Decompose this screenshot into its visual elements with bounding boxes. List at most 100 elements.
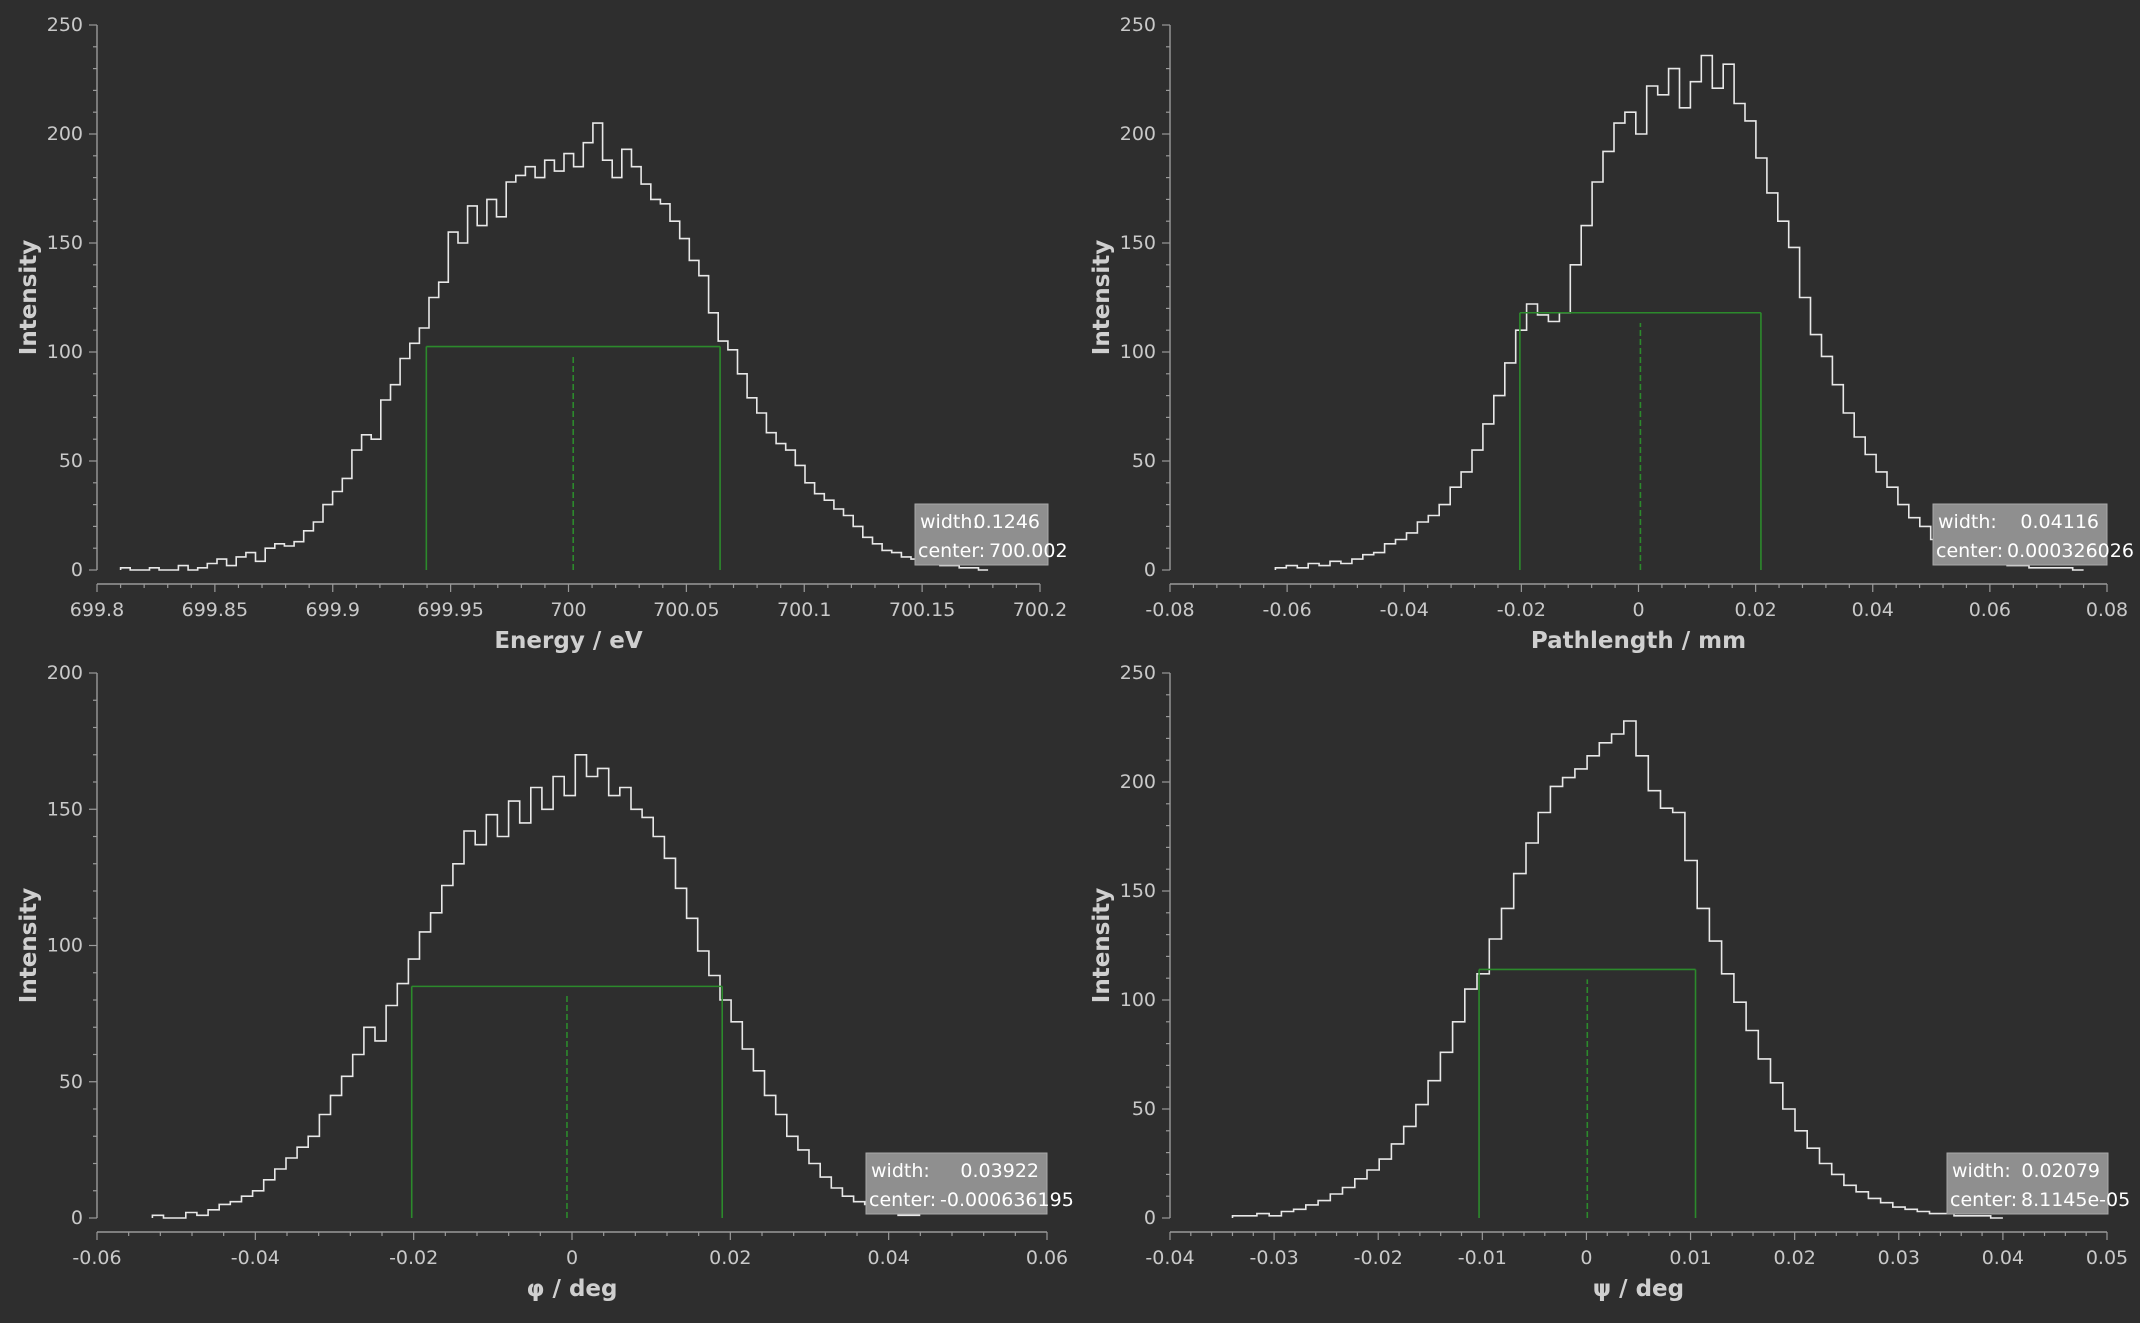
width-label: width:	[871, 1160, 930, 1182]
y-tick-label: 200	[1120, 771, 1156, 793]
width-value: 0.02079	[2021, 1160, 2100, 1182]
x-tick-label: -0.06	[72, 1247, 121, 1269]
x-tick-label: 0	[1580, 1247, 1592, 1269]
y-tick-label: 0	[1144, 559, 1156, 581]
y-tick-label: 100	[1120, 989, 1156, 1011]
y-tick-label: 150	[1120, 232, 1156, 254]
histogram-line	[151, 754, 921, 1219]
fit-info-background	[1946, 1152, 2109, 1215]
center-label: center:	[918, 540, 985, 562]
x-tick-label: 0.05	[2086, 1247, 2128, 1269]
x-tick-label: 0.04	[1982, 1247, 2024, 1269]
histogram-panel-1: 0 50 100 150 200 250 699.8 699.85 699.9 699.95 700…	[16, 14, 1068, 654]
width-value: 0.04116	[2020, 511, 2099, 533]
x-tick-label: 700.2	[1013, 599, 1067, 621]
y-tick-label: 100	[47, 341, 83, 363]
y-tick-label: 50	[1132, 1098, 1156, 1120]
center-label: center:	[1950, 1189, 2017, 1211]
y-tick-label: 0	[1144, 1207, 1156, 1229]
x-tick-label: 0	[566, 1247, 578, 1269]
y-tick-label: 150	[47, 232, 83, 254]
width-value: 0.1246	[974, 511, 1040, 533]
fit-info-box: width:0.1246 center: 700.002	[914, 503, 1068, 566]
y-tick-label: 150	[47, 798, 83, 820]
x-tick-label: 700	[550, 599, 586, 621]
histogram-line	[119, 122, 989, 571]
center-value: 700.002	[989, 540, 1068, 562]
x-tick-label: 0.02	[1734, 599, 1776, 621]
center-label: center:	[1936, 540, 2003, 562]
x-tick-label: 0.06	[1969, 599, 2011, 621]
x-tick-label: 699.8	[70, 599, 124, 621]
histogram-panel-4: 0 50 100 150 200 250 -0.04 -0.03 -0.02 -0.01 0 0.01…	[1089, 662, 2130, 1302]
x-tick-label: -0.04	[1380, 599, 1429, 621]
x-tick-label: 0.02	[1774, 1247, 1816, 1269]
x-tick-label: 0.04	[868, 1247, 910, 1269]
y-tick-label: 250	[47, 14, 83, 36]
fit-info-background	[865, 1152, 1048, 1215]
histogram-line	[1274, 54, 2084, 571]
x-axis-title: φ / deg	[527, 1276, 618, 1302]
fit-info-box: width: 0.03922 center: -0.000636195	[865, 1152, 1074, 1215]
width-label: width:	[1952, 1160, 2011, 1182]
width-label: width:	[1938, 511, 1997, 533]
x-axis-title: ψ / deg	[1593, 1276, 1684, 1302]
x-tick-label: 700.15	[889, 599, 955, 621]
x-tick-label: 0.08	[2086, 599, 2128, 621]
x-tick-label: -0.02	[389, 1247, 438, 1269]
x-tick-label: -0.03	[1250, 1247, 1299, 1269]
y-tick-label: 250	[1120, 662, 1156, 684]
x-tick-label: -0.04	[231, 1247, 280, 1269]
x-tick-label: -0.06	[1263, 599, 1312, 621]
x-tick-label: 699.95	[417, 599, 483, 621]
y-axis-title: Intensity	[1089, 240, 1115, 355]
width-label: width:	[920, 511, 979, 533]
x-tick-label: 0.06	[1026, 1247, 1068, 1269]
y-tick-label: 200	[1120, 123, 1156, 145]
y-tick-label: 50	[59, 1071, 83, 1093]
y-tick-label: 0	[71, 1207, 83, 1229]
x-tick-label: 700.05	[653, 599, 719, 621]
center-value: 0.000326026	[2007, 540, 2134, 562]
histogram-panel-2: 0 50 100 150 200 250 -0.08 -0.06 -0.04 -0.02 0 0.02…	[1089, 14, 2134, 654]
x-axis-title: Pathlength / mm	[1531, 628, 1746, 654]
x-tick-label: -0.02	[1354, 1247, 1403, 1269]
y-tick-label: 50	[1132, 450, 1156, 472]
fit-info-background	[914, 503, 1049, 566]
x-tick-label: 0.03	[1878, 1247, 1920, 1269]
x-tick-label: 699.9	[306, 599, 360, 621]
x-tick-label: 0	[1632, 599, 1644, 621]
y-tick-label: 150	[1120, 880, 1156, 902]
fit-info-background	[1932, 503, 2108, 566]
y-axis-title: Intensity	[16, 888, 42, 1003]
histogram-line	[1231, 720, 2003, 1219]
y-tick-label: 0	[71, 559, 83, 581]
x-tick-label: 0.02	[709, 1247, 751, 1269]
histogram-panel-3: 0 50 100 150 200 -0.06 -0.04 -0.02 0 0.02 0.04 0.06…	[16, 662, 1074, 1302]
x-tick-label: -0.02	[1497, 599, 1546, 621]
y-tick-label: 200	[47, 662, 83, 684]
y-tick-label: 200	[47, 123, 83, 145]
x-axis-title: Energy / eV	[494, 628, 642, 654]
y-axis-title: Intensity	[1089, 888, 1115, 1003]
x-tick-label: 0.04	[1852, 599, 1894, 621]
fit-info-box: width: 0.04116 center: 0.000326026	[1932, 503, 2134, 566]
center-label: center:	[869, 1189, 936, 1211]
x-tick-label: -0.01	[1458, 1247, 1507, 1269]
y-tick-label: 100	[1120, 341, 1156, 363]
center-value: -0.000636195	[940, 1189, 1074, 1211]
y-tick-label: 50	[59, 450, 83, 472]
y-tick-label: 250	[1120, 14, 1156, 36]
x-tick-label: -0.04	[1145, 1247, 1194, 1269]
width-value: 0.03922	[960, 1160, 1039, 1182]
y-axis-title: Intensity	[16, 240, 42, 355]
x-tick-label: 699.85	[182, 599, 248, 621]
x-tick-label: 0.01	[1669, 1247, 1711, 1269]
center-value: 8.1145e-05	[2021, 1189, 2130, 1211]
x-tick-label: -0.08	[1145, 599, 1194, 621]
x-tick-label: 700.1	[777, 599, 831, 621]
y-tick-label: 100	[47, 935, 83, 957]
